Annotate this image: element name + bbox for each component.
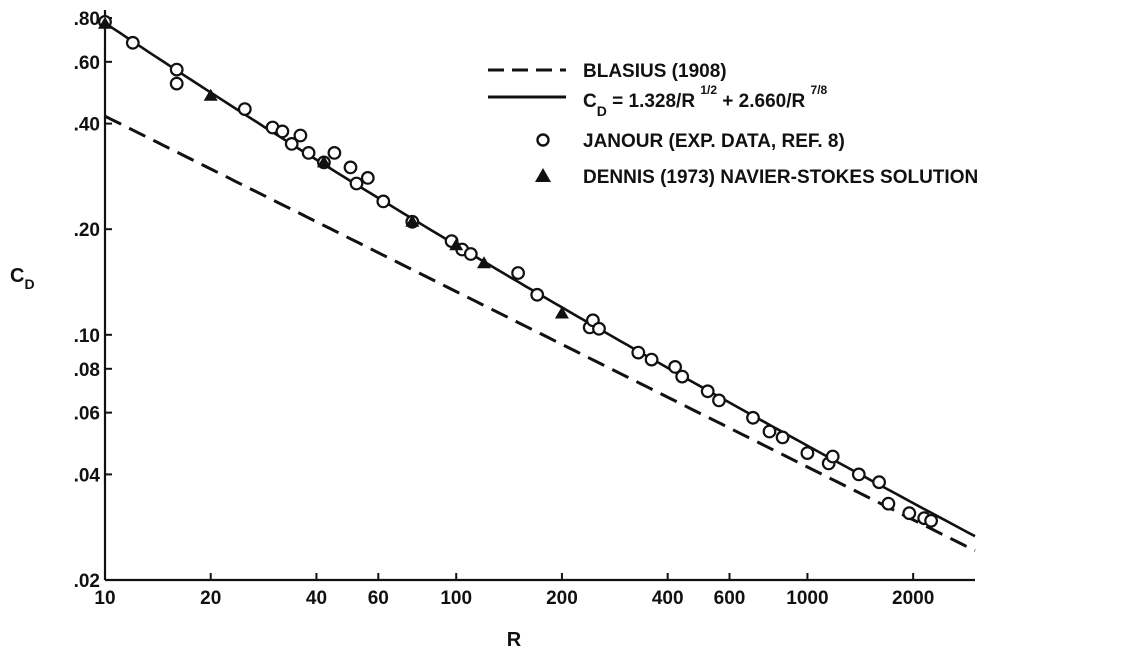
janour-point: [293, 128, 308, 143]
janour-point: [872, 475, 886, 490]
janour-point: [775, 430, 790, 445]
x-tick-label: 600: [714, 588, 746, 609]
legend-entry-text: CD = 1.328/R 1/2 + 2.660/R 7/8: [583, 83, 828, 119]
x-tick-label: 40: [306, 588, 327, 609]
dennis-point: [316, 155, 331, 168]
x-tick-label: 10: [94, 588, 115, 609]
x-tick-label: 2000: [892, 588, 934, 609]
janour-point: [644, 352, 659, 367]
legend-formula-part: D: [597, 103, 607, 119]
legend-formula-part: + 2.660/R: [717, 91, 810, 112]
janour-point: [376, 194, 391, 209]
y-axis-title-sub: D: [24, 276, 34, 292]
dennis-point: [477, 256, 491, 269]
y-tick-label: .80: [74, 9, 100, 30]
janour-point: [284, 136, 299, 151]
dennis-point: [554, 306, 569, 319]
y-tick-label: .40: [74, 115, 100, 136]
x-tick-label: 1000: [786, 588, 828, 609]
janour-point: [700, 384, 715, 399]
legend-formula-part: C: [583, 91, 597, 112]
legend-formula-part: 7/8: [811, 83, 828, 97]
janour-point: [924, 513, 938, 528]
points-layer: [98, 14, 938, 528]
legend-formula-part: 1/2: [700, 83, 717, 97]
series-line-blasius: [104, 114, 976, 553]
legend-formula-part: = 1.328/R: [607, 91, 700, 112]
janour-point: [169, 76, 184, 91]
dennis-point: [98, 16, 112, 29]
legend-filled-triangle: [535, 168, 551, 182]
janour-point: [301, 145, 316, 160]
dennis-point: [203, 88, 218, 101]
x-tick-label: 60: [368, 588, 389, 609]
legend-open-circle: [536, 133, 550, 147]
janour-point: [592, 321, 606, 336]
x-tick-label: 20: [200, 588, 221, 609]
y-axis-title-main: C: [10, 265, 24, 287]
janour-point: [902, 506, 917, 521]
x-tick-label: 100: [440, 588, 472, 609]
legend-entry-text: JANOUR (EXP. DATA, REF. 8): [583, 131, 845, 152]
janour-point: [275, 124, 290, 139]
janour-point: [881, 496, 896, 511]
x-tick-label: 200: [546, 588, 578, 609]
janour-point: [360, 170, 375, 185]
axes: 10 20 40 60 100 200 400 600 1000 2000 .02 .04 .06 .08…: [10, 9, 975, 651]
y-tick-label: .08: [74, 360, 100, 381]
janour-point: [349, 176, 364, 191]
janour-point: [511, 266, 525, 280]
series-layer: [104, 21, 976, 553]
dennis-point: [449, 238, 464, 251]
legend-entry-text: BLASIUS (1908): [583, 61, 727, 82]
janour-point: [463, 247, 478, 261]
janour-point: [762, 424, 777, 439]
y-axis-title: CD: [10, 265, 35, 292]
legend: BLASIUS (1908)CD = 1.328/R 1/2 + 2.660/R…: [488, 61, 978, 188]
janour-point: [851, 467, 866, 482]
y-tick-label: .02: [74, 571, 100, 592]
janour-point: [712, 393, 726, 408]
janour-point: [169, 62, 184, 77]
x-tick-label: 400: [652, 588, 684, 609]
y-tick-label: .06: [74, 404, 100, 425]
janour-point: [327, 145, 342, 160]
x-axis-title: R: [507, 629, 522, 651]
janour-point: [530, 287, 545, 302]
janour-point: [746, 410, 760, 425]
janour-point: [237, 102, 252, 116]
janour-point: [125, 35, 140, 50]
legend-entry-text: DENNIS (1973) NAVIER-STOKES SOLUTION: [583, 167, 978, 188]
series-line-cd-formula: [104, 21, 976, 538]
janour-point: [800, 446, 815, 461]
janour-point: [343, 160, 358, 175]
dennis-point: [405, 214, 420, 227]
y-tick-label: .60: [74, 53, 100, 74]
janour-point: [668, 360, 682, 374]
y-tick-label: .20: [74, 220, 100, 241]
y-tick-label: .04: [74, 465, 101, 486]
janour-point: [825, 449, 840, 464]
janour-point: [631, 345, 646, 360]
janour-point: [675, 369, 690, 384]
y-tick-label: .10: [74, 326, 100, 347]
